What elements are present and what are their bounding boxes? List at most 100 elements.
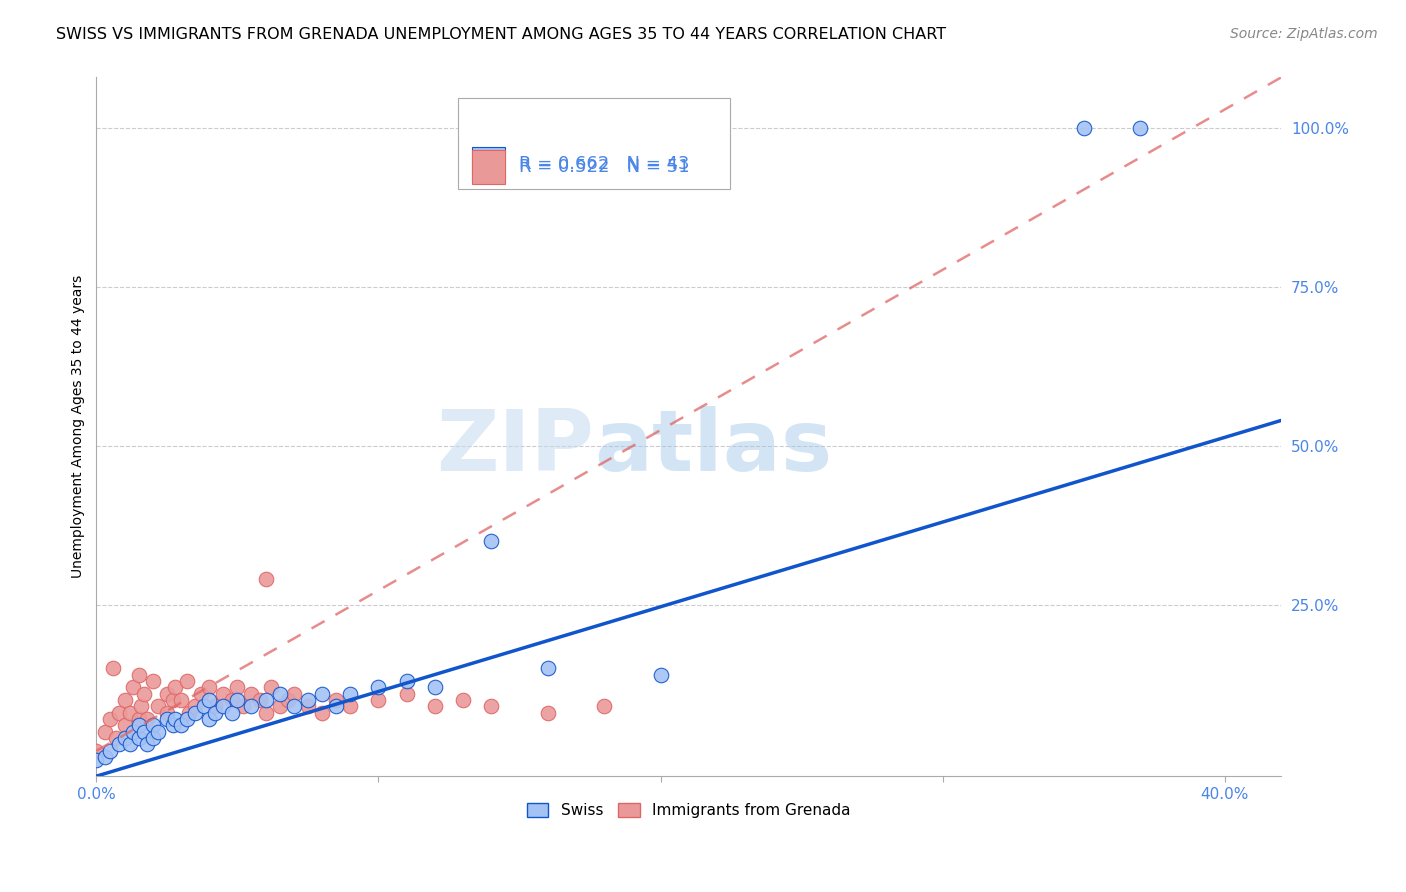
Point xyxy=(136,712,159,726)
Point xyxy=(240,687,263,701)
Point xyxy=(103,661,125,675)
Point xyxy=(128,731,150,745)
Point xyxy=(311,706,333,720)
Point xyxy=(128,718,150,732)
Point xyxy=(221,706,243,720)
Point xyxy=(134,724,156,739)
Y-axis label: Unemployment Among Ages 35 to 44 years: Unemployment Among Ages 35 to 44 years xyxy=(72,275,86,578)
Point xyxy=(136,738,159,752)
Text: R = 0.522   N = 51: R = 0.522 N = 51 xyxy=(519,158,690,176)
Point xyxy=(108,738,131,752)
Point xyxy=(193,699,215,714)
Point xyxy=(156,687,179,701)
Point xyxy=(339,699,361,714)
Point xyxy=(269,699,291,714)
Point xyxy=(94,724,117,739)
Point xyxy=(423,699,446,714)
Point xyxy=(156,712,179,726)
Point xyxy=(204,699,226,714)
Point xyxy=(593,699,616,714)
Point xyxy=(170,718,193,732)
Point xyxy=(479,699,502,714)
Point xyxy=(269,687,291,701)
Point xyxy=(120,738,142,752)
Point xyxy=(367,680,389,694)
Point xyxy=(451,693,474,707)
Point xyxy=(339,687,361,701)
Point xyxy=(254,572,277,586)
Point xyxy=(142,731,165,745)
Point xyxy=(212,687,235,701)
Point xyxy=(395,687,418,701)
Point xyxy=(142,673,165,688)
Point xyxy=(176,712,198,726)
Point xyxy=(184,699,207,714)
Point xyxy=(108,706,131,720)
Point xyxy=(100,744,122,758)
Point xyxy=(423,680,446,694)
Point xyxy=(100,712,122,726)
Point xyxy=(122,724,145,739)
Point xyxy=(283,687,305,701)
Point xyxy=(325,699,347,714)
Point xyxy=(226,680,249,694)
FancyBboxPatch shape xyxy=(472,150,505,184)
Point xyxy=(162,718,184,732)
Text: R = 0.662   N = 43: R = 0.662 N = 43 xyxy=(519,155,690,173)
Point xyxy=(86,753,108,767)
Point xyxy=(142,718,165,732)
Point xyxy=(165,712,187,726)
Point xyxy=(120,706,142,720)
Point xyxy=(311,687,333,701)
Point xyxy=(198,680,221,694)
Point xyxy=(179,706,201,720)
Point xyxy=(114,718,136,732)
Point xyxy=(190,687,212,701)
Point xyxy=(254,693,277,707)
FancyBboxPatch shape xyxy=(458,98,730,189)
Point xyxy=(86,744,108,758)
FancyBboxPatch shape xyxy=(472,147,505,181)
Point xyxy=(1073,121,1095,136)
Point xyxy=(148,724,170,739)
Point xyxy=(232,699,254,714)
Point xyxy=(165,680,187,694)
Point xyxy=(114,731,136,745)
Point xyxy=(325,693,347,707)
Point xyxy=(198,712,221,726)
Point xyxy=(128,667,150,681)
Point xyxy=(198,693,221,707)
Text: atlas: atlas xyxy=(593,406,832,490)
Point xyxy=(128,712,150,726)
Point xyxy=(537,661,560,675)
Point xyxy=(479,534,502,549)
Point xyxy=(1129,121,1152,136)
Text: Source: ZipAtlas.com: Source: ZipAtlas.com xyxy=(1230,27,1378,41)
Point xyxy=(249,693,271,707)
Point xyxy=(184,706,207,720)
Point xyxy=(156,706,179,720)
Point xyxy=(221,693,243,707)
Point xyxy=(122,680,145,694)
Point xyxy=(283,699,305,714)
Point xyxy=(226,693,249,707)
Text: ZIP: ZIP xyxy=(436,406,593,490)
Point xyxy=(395,673,418,688)
Point xyxy=(204,706,226,720)
Point xyxy=(650,667,672,681)
Point xyxy=(148,699,170,714)
Point xyxy=(277,693,299,707)
Point xyxy=(162,693,184,707)
Point xyxy=(94,750,117,764)
Point xyxy=(131,699,153,714)
Point xyxy=(105,731,128,745)
Point xyxy=(176,673,198,688)
Point xyxy=(114,693,136,707)
Point xyxy=(537,706,560,720)
Point xyxy=(240,699,263,714)
Point xyxy=(254,706,277,720)
Point xyxy=(297,699,319,714)
Point xyxy=(212,699,235,714)
Legend: Swiss, Immigrants from Grenada: Swiss, Immigrants from Grenada xyxy=(520,797,856,824)
Point xyxy=(134,687,156,701)
